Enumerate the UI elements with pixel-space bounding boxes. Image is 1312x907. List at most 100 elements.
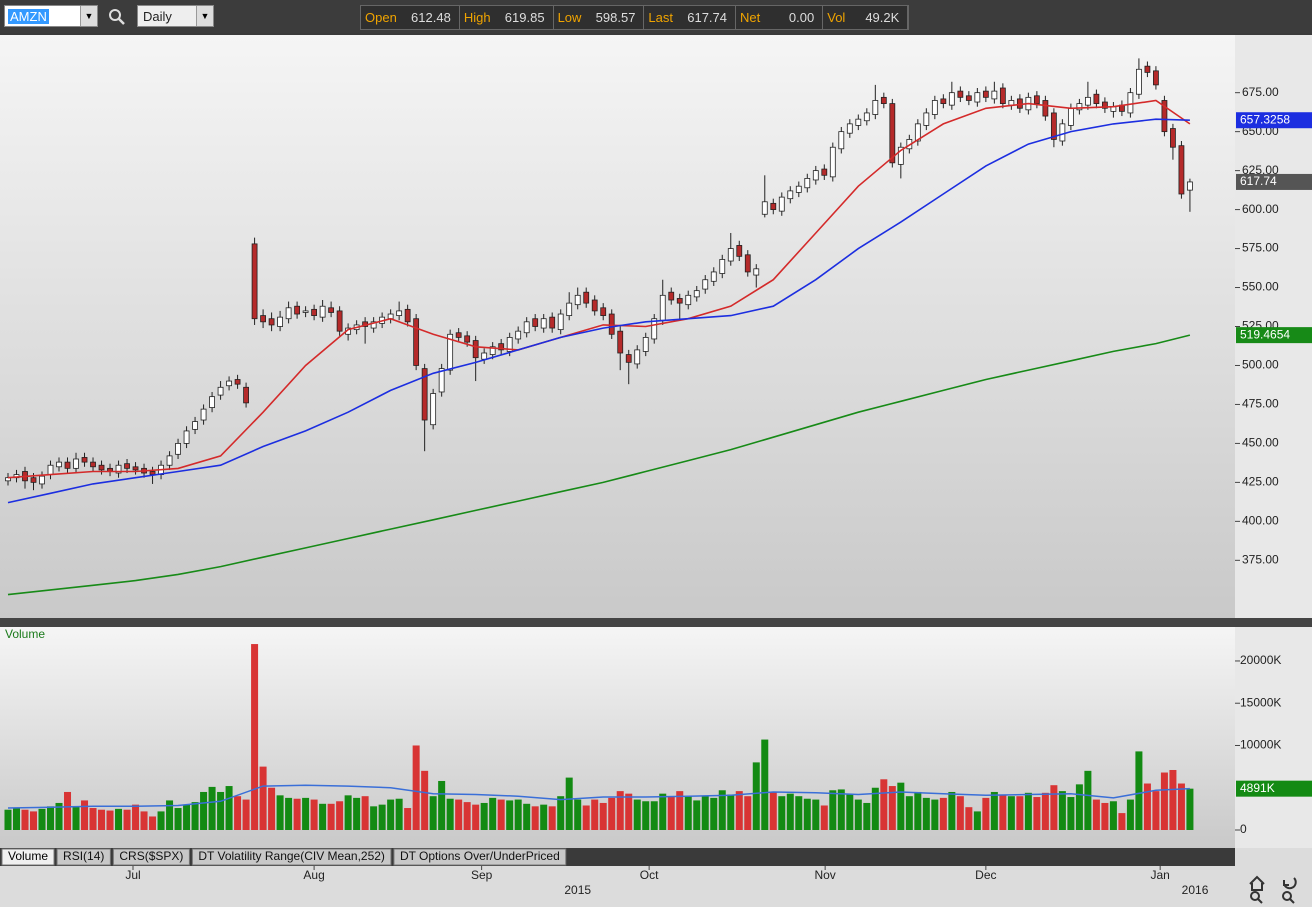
pane-divider <box>0 618 1312 627</box>
volume-bar <box>285 797 293 830</box>
volume-bar <box>863 802 871 830</box>
candle-body <box>617 330 624 354</box>
candle-body <box>914 123 921 142</box>
value-box <box>1236 327 1312 344</box>
candle-body <box>336 310 343 332</box>
quote-item: Last 617.74 <box>644 6 736 29</box>
candle-body <box>710 271 717 282</box>
tab[interactable] <box>1 848 55 866</box>
tab[interactable] <box>393 848 567 866</box>
x-tick-label: Jan <box>1150 868 1169 882</box>
volume-bar <box>30 811 38 830</box>
volume-bar <box>463 802 471 830</box>
volume-bar <box>1050 785 1058 830</box>
zoom-out-icon[interactable] <box>1282 891 1292 901</box>
x-tick-label: Aug <box>303 868 324 882</box>
candle-body <box>982 90 989 98</box>
candle-body <box>234 379 241 385</box>
volume-bar <box>965 807 973 830</box>
volume-bar <box>251 644 259 830</box>
year-label: 2016 <box>1182 883 1209 897</box>
volume-bar <box>829 790 837 830</box>
volume-bar <box>200 791 208 830</box>
volume-bar <box>1058 791 1066 830</box>
volume-bar <box>931 799 939 830</box>
tab-label[interactable]: DT Options Over/UnderPriced <box>400 849 560 863</box>
y-tick-label: 500.00 <box>1242 358 1279 372</box>
volume-bar <box>1152 791 1160 830</box>
candle-body <box>838 131 845 150</box>
volume-bar <box>21 809 29 830</box>
candle-body <box>472 340 479 359</box>
volume-bar <box>523 803 531 830</box>
candle-body <box>923 112 930 126</box>
volume-bar <box>812 799 820 830</box>
y-tick-label: 450.00 <box>1242 436 1279 450</box>
symbol-box[interactable]: AMZN ▼ <box>4 5 98 27</box>
dropdown[interactable]: ▼ <box>80 6 97 26</box>
quote-box: Open 612.48 High 619.85 Low 598.57 Last 617.74 N… <box>360 5 910 30</box>
volume-bar <box>506 800 514 830</box>
candle-body <box>761 201 768 215</box>
volume-bar <box>395 798 403 830</box>
candle-body <box>268 318 275 326</box>
zoom-in-icon[interactable] <box>1250 891 1260 901</box>
dropdown[interactable]: ▼ <box>196 6 213 26</box>
volume-bar <box>1041 792 1049 830</box>
volume-bar <box>693 800 701 830</box>
volume-bar <box>837 789 845 830</box>
volume-bar <box>820 805 828 830</box>
volume-bar <box>446 798 454 830</box>
y-tick-label: 675.00 <box>1242 85 1279 99</box>
candle-body <box>702 279 709 290</box>
corner <box>1235 848 1312 907</box>
tab-label[interactable]: CRS($SPX) <box>119 849 183 863</box>
candle-body <box>90 461 96 468</box>
quote-value: 0.00 <box>788 10 815 25</box>
volume-average <box>7 784 1190 809</box>
volume-bar <box>268 787 276 830</box>
tab[interactable] <box>191 848 392 866</box>
undo-icon[interactable] <box>1283 877 1297 890</box>
candle-body <box>47 464 54 475</box>
tab-label[interactable]: DT Volatility Range(CIV Mean,252) <box>198 849 385 863</box>
y-tick-label: 575.00 <box>1242 241 1279 255</box>
tab-label[interactable]: RSI(14) <box>63 849 104 863</box>
candle-body <box>1178 145 1185 195</box>
candle-body <box>73 458 79 469</box>
tab-label[interactable]: Volume <box>8 849 48 863</box>
volume-bar <box>1033 797 1041 830</box>
volume-bar <box>667 796 675 830</box>
candle-body <box>532 318 539 327</box>
volume-bar <box>89 808 97 830</box>
search-icon[interactable] <box>108 8 126 26</box>
quote-label: Last <box>648 10 673 25</box>
candle-body <box>328 307 335 313</box>
candle-body <box>115 464 122 474</box>
candle-body <box>455 332 462 338</box>
quote-value: 612.48 <box>411 10 451 25</box>
candle-body <box>549 316 556 329</box>
volume-bar <box>1118 813 1126 830</box>
volume-bar <box>455 799 463 830</box>
volume-bar <box>761 739 769 830</box>
volume-bar <box>319 803 327 830</box>
candle-body <box>1059 123 1066 142</box>
candle-body <box>1008 100 1015 106</box>
chart: Volume Volume RSI(14) CRS($SPX) DT Volatili… <box>0 35 1312 907</box>
candle-body <box>693 290 700 298</box>
volume-bar <box>871 787 879 830</box>
candle-body <box>1170 128 1176 148</box>
volume-bar <box>336 801 344 830</box>
home-icon[interactable] <box>1249 875 1265 891</box>
volume-bar <box>1007 796 1015 830</box>
tab[interactable] <box>56 848 111 866</box>
interval-box[interactable]: Daily ▼ <box>137 5 214 27</box>
volume-bar <box>353 797 361 830</box>
volume-bar <box>327 803 335 830</box>
volume-bar <box>922 797 930 830</box>
candle-body <box>778 196 785 212</box>
candle-body <box>872 100 879 115</box>
tab[interactable] <box>112 848 190 866</box>
volume-bar <box>1186 788 1194 830</box>
